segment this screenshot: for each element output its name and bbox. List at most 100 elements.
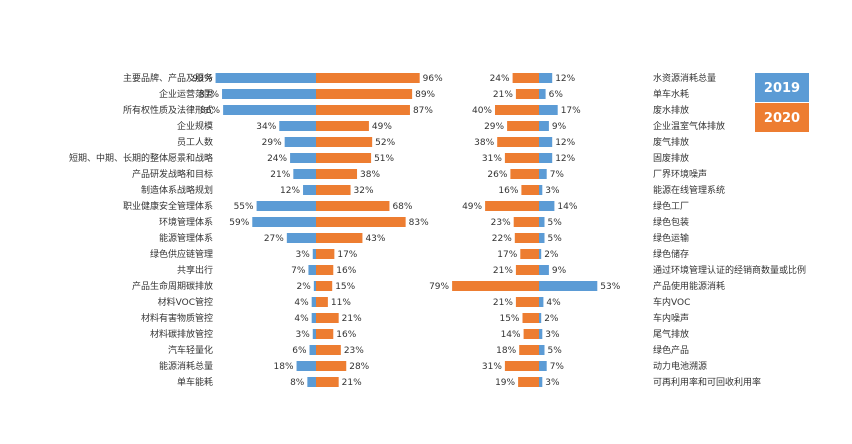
- bar-2020: [515, 89, 539, 99]
- value-label-2020: 15%: [499, 314, 519, 324]
- value-label-2019: 3%: [295, 250, 310, 260]
- value-label-2019: 34%: [256, 122, 276, 132]
- value-label-2020: 22%: [492, 234, 512, 244]
- bar-2019: [539, 121, 549, 131]
- category-label: 制造体系战略规划: [141, 184, 213, 196]
- bar-2020: [316, 121, 369, 131]
- value-label-2020: 23%: [344, 346, 364, 356]
- bar-2019: [307, 377, 316, 387]
- bar-2019: [539, 185, 543, 195]
- bar-2019: [539, 73, 553, 83]
- bar-2020: [485, 201, 539, 211]
- bar-2019: [539, 249, 542, 259]
- bar-2020: [316, 345, 341, 355]
- bar-2020: [316, 201, 390, 211]
- value-label-2019: 7%: [550, 170, 565, 180]
- bar-2020: [316, 249, 335, 259]
- bar-2019: [313, 281, 316, 291]
- value-label-2020: 21%: [493, 266, 513, 276]
- category-label: 材料碳排放管控: [150, 328, 213, 340]
- value-label-2019: 12%: [280, 186, 300, 196]
- bar-2020: [495, 105, 539, 115]
- value-label-2020: 16%: [336, 266, 356, 276]
- category-label: 单车能耗: [177, 376, 213, 388]
- category-label: 厂界环境噪声: [653, 168, 707, 180]
- bar-2019: [539, 217, 545, 227]
- bar-2020: [316, 265, 334, 275]
- value-label-2019: 29%: [262, 138, 282, 148]
- bar-2019: [539, 137, 553, 147]
- value-label-2019: 6%: [292, 346, 307, 356]
- category-label: 固废排放: [653, 152, 689, 164]
- bar-2019: [303, 185, 316, 195]
- legend: 2019 2020: [755, 73, 809, 132]
- value-label-2020: 15%: [335, 282, 355, 292]
- value-label-2019: 24%: [267, 154, 287, 164]
- value-label-2020: 26%: [487, 170, 507, 180]
- bar-2019: [311, 297, 316, 307]
- bar-2020: [504, 153, 539, 163]
- bar-2020: [316, 281, 333, 291]
- bar-2020: [521, 185, 539, 195]
- category-label: 绿色运输: [653, 232, 689, 244]
- value-label-2019: 3%: [295, 330, 310, 340]
- legend-label-2019: 2019: [764, 81, 800, 96]
- value-label-2019: 17%: [561, 106, 581, 116]
- value-label-2020: 23%: [491, 218, 511, 228]
- category-label: 绿色包装: [653, 216, 689, 228]
- bar-2020: [316, 329, 334, 339]
- bar-2020: [507, 121, 539, 131]
- value-label-2019: 14%: [557, 202, 577, 212]
- category-label: 车内VOC: [653, 296, 690, 308]
- value-label-2019: 2%: [544, 250, 559, 260]
- value-label-2020: 40%: [472, 106, 492, 116]
- value-label-2019: 12%: [555, 138, 575, 148]
- category-label: 能源消耗总量: [159, 360, 213, 372]
- value-label-2020: 51%: [374, 154, 394, 164]
- value-label-2019: 2%: [297, 282, 312, 292]
- category-label: 绿色工厂: [653, 200, 689, 212]
- category-label: 所有权性质及法律形式: [123, 104, 213, 116]
- value-label-2020: 87%: [413, 106, 433, 116]
- value-label-2019: 93%: [193, 74, 213, 84]
- bar-2020: [515, 265, 539, 275]
- bar-2019: [539, 105, 558, 115]
- bar-2020: [316, 73, 420, 83]
- bar-2019: [290, 153, 316, 163]
- value-label-2020: 52%: [375, 138, 395, 148]
- bar-2019: [286, 233, 316, 243]
- bar-2019: [279, 121, 316, 131]
- bar-2019: [296, 361, 316, 371]
- category-label: 水资源消耗总量: [653, 72, 716, 84]
- bar-2020: [520, 249, 539, 259]
- value-label-2020: 89%: [415, 90, 435, 100]
- category-label: 绿色产品: [653, 344, 689, 356]
- bar-2019: [539, 297, 544, 307]
- bar-2020: [316, 297, 328, 307]
- bar-2020: [504, 361, 539, 371]
- category-label: 企业规模: [177, 120, 213, 132]
- value-label-2019: 59%: [229, 218, 249, 228]
- value-label-2019: 3%: [545, 378, 560, 388]
- value-label-2019: 4%: [546, 298, 561, 308]
- value-label-2019: 55%: [234, 202, 254, 212]
- value-label-2019: 4%: [294, 314, 309, 324]
- bar-2020: [316, 233, 363, 243]
- value-label-2020: 31%: [482, 154, 502, 164]
- bar-2019: [539, 329, 543, 339]
- bar-2019: [312, 329, 316, 339]
- bar-2020: [316, 313, 339, 323]
- category-label: 材料VOC管控: [158, 296, 213, 308]
- category-label: 产品研发战略和目标: [132, 168, 213, 180]
- value-label-2019: 7%: [550, 362, 565, 372]
- category-label: 动力电池溯源: [653, 360, 707, 372]
- bar-2019: [539, 361, 547, 371]
- value-label-2019: 8%: [290, 378, 305, 388]
- bar-2020: [522, 313, 539, 323]
- bar-2019: [539, 313, 542, 323]
- bar-2019: [539, 169, 547, 179]
- category-label: 绿色储存: [653, 248, 689, 260]
- bar-2020: [512, 73, 539, 83]
- value-label-2019: 5%: [548, 346, 563, 356]
